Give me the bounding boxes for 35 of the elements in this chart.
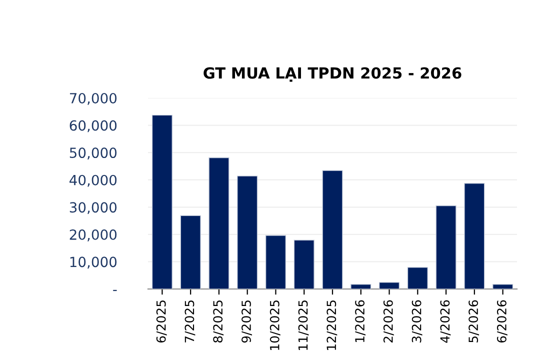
bar [208, 157, 230, 289]
x-tick-label: 1/2026 [355, 300, 366, 342]
bar [378, 282, 400, 289]
bar [237, 176, 258, 289]
x-tick-label: 8/2025 [213, 300, 224, 343]
bar [464, 183, 485, 289]
bar [265, 235, 286, 289]
x-tick-label: 9/2025 [242, 300, 252, 343]
x-tick-label: 6/2025 [156, 300, 167, 343]
x-tick-label: 3/2026 [412, 300, 422, 342]
chart-title: GT MUA LẠI TPDN 2025 - 2026 [204, 67, 462, 82]
bar [294, 240, 314, 289]
bar [322, 170, 343, 289]
bar [407, 267, 428, 289]
y-tick-label: 20,000 [70, 229, 117, 242]
x-tick-label: 10/2025 [270, 300, 280, 350]
y-tick-label: 30,000 [70, 202, 117, 214]
x-tick-label: 11/2025 [298, 300, 309, 350]
bar [350, 284, 372, 289]
y-tick-label: 50,000 [70, 148, 117, 160]
x-tick-label: 12/2025 [326, 300, 338, 350]
bar [152, 114, 172, 289]
x-tick-label: 4/2026 [440, 300, 451, 343]
y-tick-label: 60,000 [70, 120, 117, 132]
bar [492, 284, 514, 289]
x-tick-label: 6/2026 [496, 300, 508, 343]
x-tick-label: 5/2026 [468, 300, 480, 342]
x-tick-label: 7/2025 [184, 300, 196, 342]
y-tick-label: - [113, 290, 117, 292]
bar [436, 205, 456, 289]
y-tick-label: 40,000 [70, 174, 117, 187]
y-tick-label: 70,000 [70, 92, 117, 105]
x-tick-label: 2/2026 [383, 300, 394, 342]
bar [180, 215, 201, 289]
y-tick-label: 10,000 [70, 256, 117, 269]
